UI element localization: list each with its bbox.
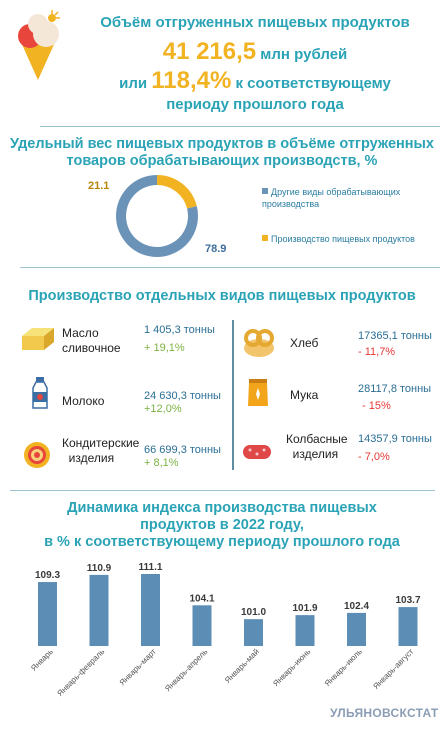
legend-other: Другие виды обрабатывающих производства bbox=[262, 186, 400, 210]
product-name-line-1: Масло bbox=[62, 326, 99, 340]
bar-8 bbox=[398, 607, 418, 646]
product-name-line-2: сливочное bbox=[62, 341, 121, 355]
bar-6 bbox=[295, 615, 315, 646]
x-tick-label: Январь-июль bbox=[323, 647, 364, 688]
product-name-line-1: Колбасные bbox=[286, 432, 348, 446]
x-tick-label: Январь-июнь bbox=[271, 647, 312, 688]
x-tick-label: Январь-август bbox=[371, 647, 415, 691]
flour-bag-icon bbox=[248, 379, 268, 406]
product-name-confectionery: Кондитерские изделия bbox=[62, 436, 139, 466]
milk-icon bbox=[32, 377, 48, 409]
bar-value-label: 103.7 bbox=[395, 595, 420, 606]
header-line-2: 41 216,5 млн рублей bbox=[70, 38, 440, 66]
x-tick-label: Январь-февраль bbox=[55, 647, 106, 698]
bar-4 bbox=[192, 605, 212, 646]
product-change-sausage: - 7,0% bbox=[358, 451, 390, 463]
product-change-bread: - 11,7% bbox=[358, 346, 396, 358]
legend-food-label: Производство пищевых продуктов bbox=[271, 234, 415, 244]
x-tick-label: Январь-май bbox=[223, 647, 261, 685]
product-name-butter: Масло сливочное bbox=[62, 326, 121, 356]
products-title: Производство отдельных видов пищевых про… bbox=[28, 288, 416, 304]
bar-2 bbox=[89, 574, 109, 646]
dynamics-title-line-1: Динамика индекса производства пищевых bbox=[67, 500, 377, 516]
header-line-3-pre: или bbox=[119, 75, 152, 92]
share-title-line-2: товаров обрабатывающих производств, % bbox=[66, 153, 378, 169]
product-name-milk: Молоко bbox=[62, 394, 105, 408]
ice-cream-icon bbox=[18, 10, 60, 80]
legend-other-label-2: производства bbox=[262, 199, 320, 209]
legend-other-label-1: Другие виды обрабатывающих bbox=[271, 187, 401, 197]
share-title-line-1: Удельный вес пищевых продуктов в объёме … bbox=[9, 136, 434, 152]
product-value-milk: 24 630,3 тонны bbox=[144, 390, 221, 402]
product-name-line-1: Кондитерские bbox=[62, 436, 140, 450]
shipped-volume-unit: млн рублей bbox=[256, 46, 348, 63]
header-line-3-post: к соответствующему bbox=[231, 75, 391, 92]
bar-value-label: 109.3 bbox=[35, 570, 60, 581]
bar-3 bbox=[141, 574, 160, 646]
product-name-flour: Мука bbox=[290, 388, 319, 402]
divider bbox=[20, 267, 440, 268]
header-line-1: Объём отгруженных пищевых продуктов bbox=[100, 14, 410, 31]
product-change-flour: - 15% bbox=[362, 400, 391, 412]
x-tick-label: Январь-апрель bbox=[163, 647, 209, 693]
product-name-sausage: Колбасные изделия bbox=[286, 432, 348, 462]
share-donut-chart bbox=[116, 175, 198, 257]
butter-icon bbox=[22, 328, 54, 350]
bar-value-label: 102.4 bbox=[344, 601, 369, 612]
product-name-line-2: изделия bbox=[68, 451, 115, 465]
divider bbox=[40, 126, 440, 127]
legend-swatch-other bbox=[262, 188, 268, 194]
product-value-sausage: 14357,9 тонны bbox=[358, 433, 432, 445]
donut-slice-food bbox=[156, 175, 197, 209]
product-value-flour: 28117,8 тонны bbox=[358, 383, 432, 395]
product-name-bread: Хлеб bbox=[290, 336, 319, 350]
header-line-3: или 118,4% к соответствующему bbox=[70, 67, 440, 95]
bar-value-label: 101.0 bbox=[241, 607, 266, 618]
footer-org: УЛЬЯНОВСКСТАТ bbox=[330, 706, 439, 720]
legend-swatch-food bbox=[262, 235, 268, 241]
product-value-bread: 17365,1 тонны bbox=[358, 330, 432, 342]
sausage-icon bbox=[243, 445, 271, 459]
shipped-volume-value: 41 216,5 bbox=[162, 38, 257, 65]
divider bbox=[10, 490, 435, 491]
product-value-confectionery: 66 699,3 тонны bbox=[144, 444, 221, 456]
bar-value-label: 110.9 bbox=[87, 563, 112, 574]
bar-7 bbox=[347, 612, 366, 646]
product-value-butter: 1 405,3 тонны bbox=[144, 324, 215, 336]
dynamics-title-line-3: в % к соответствующему периоду прошлого … bbox=[44, 534, 400, 550]
product-change-butter: + 19,1% bbox=[144, 342, 185, 354]
product-change-milk: +12,0% bbox=[144, 403, 182, 415]
product-change-confectionery: + 8,1% bbox=[144, 457, 179, 469]
x-tick-label: Январь-март bbox=[118, 647, 159, 688]
pie-label-other: 78.9 bbox=[205, 243, 227, 255]
column-divider bbox=[232, 320, 234, 470]
legend-food: Производство пищевых продуктов bbox=[262, 233, 415, 245]
x-tick-label: Январь bbox=[29, 647, 55, 673]
shipped-index-value: 118,4% bbox=[151, 67, 232, 94]
dynamics-title-line-2: продуктов в 2022 году, bbox=[140, 517, 304, 533]
roll-cake-icon bbox=[24, 442, 50, 468]
production-index-bar-chart: 109.3 Январь 110.9 Январь-февраль 111.1 Январ… bbox=[29, 562, 421, 698]
bar-value-label: 104.1 bbox=[189, 593, 214, 604]
bar-value-label: 111.1 bbox=[139, 562, 163, 573]
donut-slice-other bbox=[116, 175, 198, 257]
bar-1 bbox=[38, 582, 57, 646]
header-line-4: периоду прошлого года bbox=[166, 96, 344, 113]
bread-icon bbox=[244, 329, 274, 357]
bar-5 bbox=[244, 619, 263, 646]
pie-label-food: 21.1 bbox=[88, 180, 110, 192]
product-name-line-2: изделия bbox=[292, 447, 339, 461]
bar-value-label: 101.9 bbox=[292, 603, 317, 614]
